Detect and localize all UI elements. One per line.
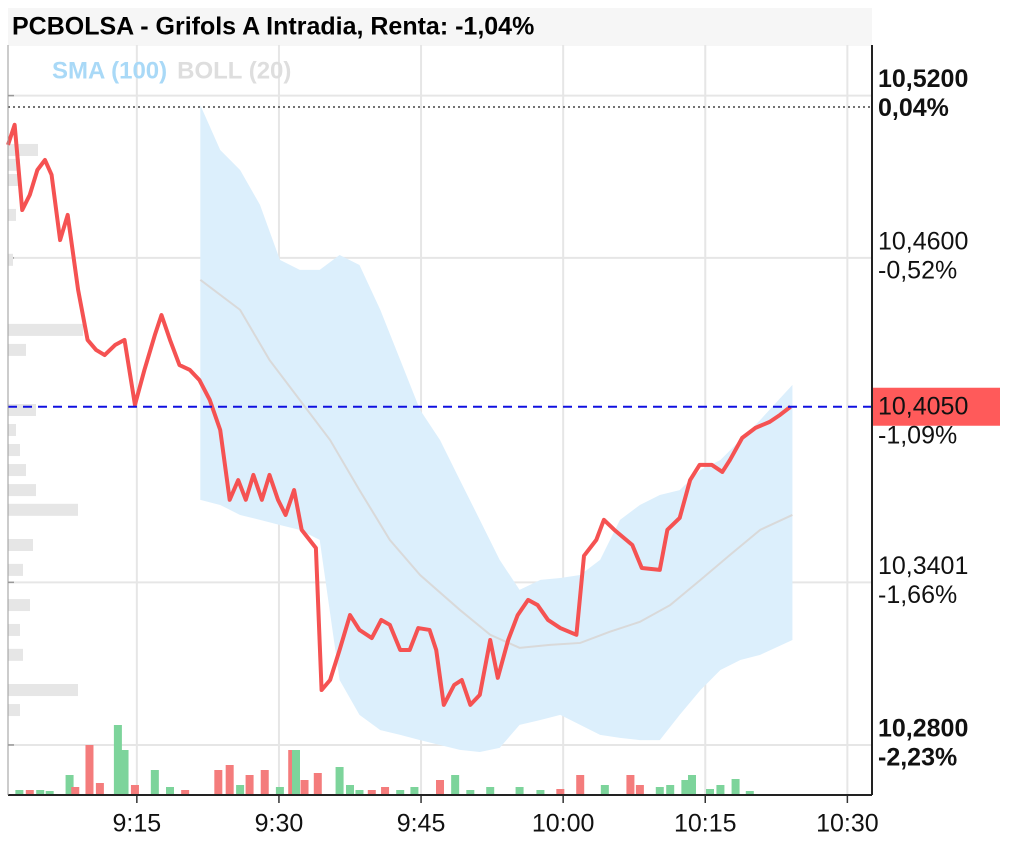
volume-profile-bar — [8, 539, 33, 551]
volume-bar — [556, 789, 565, 795]
y-tick-percent: -2,23% — [878, 744, 957, 772]
volume-bar — [666, 785, 675, 795]
volume-bar — [120, 750, 129, 795]
volume-bar — [214, 770, 223, 795]
volume-bar — [706, 789, 714, 795]
volume-bar — [225, 765, 234, 795]
volume-bar — [600, 785, 609, 795]
volume-bar — [130, 785, 139, 795]
volume-bar — [681, 780, 690, 795]
volume-bar — [150, 770, 159, 795]
volume-profile-bar — [8, 208, 16, 221]
volume-bar — [85, 745, 94, 795]
y-tick-label: 10,3401 — [878, 552, 968, 580]
volume-profile-bar — [8, 323, 83, 336]
last-price-box — [872, 387, 1000, 426]
volume-bar — [688, 775, 696, 795]
x-tick-label: 10:00 — [532, 810, 595, 838]
volume-bar — [300, 780, 309, 795]
price-line — [6, 122, 792, 707]
volume-profile-bar — [8, 684, 78, 697]
volume-bar — [275, 787, 284, 795]
volume-profile-bar — [8, 503, 78, 516]
volume-bar — [355, 790, 364, 795]
volume-profile-bar — [8, 174, 18, 187]
volume-profile-bar — [8, 599, 30, 612]
chart-title: PCBOLSA - Grifols A Intradia, Renta: -1,… — [12, 13, 534, 41]
volume-bar — [635, 785, 644, 795]
volume-bar — [576, 775, 585, 795]
volume-bar — [655, 787, 664, 795]
volume-bar — [536, 790, 545, 795]
volume-profile-bar — [8, 444, 20, 457]
volume-bar — [36, 790, 45, 795]
volume-bar — [236, 785, 245, 795]
y-tick-label: 10,5200 — [878, 65, 968, 93]
y-tick-percent: 0,04% — [878, 94, 949, 122]
x-tick-label: 9:30 — [255, 810, 304, 838]
volume-profile-bar — [8, 253, 13, 266]
volume-profile-bar — [8, 623, 20, 636]
volume-bar — [313, 773, 322, 795]
volume-bar — [515, 787, 524, 795]
volume-bar — [25, 790, 34, 795]
volume-bar — [626, 775, 635, 795]
volume-bar — [335, 767, 344, 795]
volume-bar — [95, 783, 104, 795]
x-tick-label: 10:15 — [674, 810, 737, 838]
volume-bar — [245, 775, 254, 795]
middle-line — [199, 279, 793, 649]
volume-bar — [15, 790, 24, 795]
y-tick-percent: -1,66% — [878, 581, 957, 609]
volume-profile-bar — [8, 704, 20, 717]
volume-bar — [731, 779, 740, 795]
volume-profile-bar — [8, 464, 26, 477]
volume-bar — [292, 750, 300, 795]
x-tick-label: 9:15 — [113, 810, 162, 838]
volume-profile-bar — [8, 484, 36, 497]
volume-bar — [396, 790, 405, 795]
volume-profile-bar — [8, 343, 26, 356]
volume-bar — [486, 787, 495, 795]
y-tick-label: 10,2800 — [878, 715, 968, 743]
volume-bar — [71, 787, 80, 795]
last-price-label: 10,4050 — [878, 392, 968, 420]
volume-bar — [451, 775, 460, 795]
legend-label: SMA (100) — [52, 57, 167, 84]
volume-profile-bar — [8, 424, 16, 437]
legend-label: BOLL (20) — [177, 57, 291, 84]
y-tick-percent: -0,52% — [878, 257, 957, 285]
volume-bar — [367, 790, 376, 795]
title-bar — [8, 8, 872, 46]
band-area — [200, 105, 793, 752]
volume-bar — [466, 790, 475, 795]
volume-profile-bar — [8, 563, 23, 576]
volume-bar — [113, 725, 122, 795]
volume-profile-bar — [8, 648, 23, 661]
volume-bar — [436, 780, 444, 795]
volume-bar — [410, 787, 419, 795]
volume-bar — [346, 785, 354, 795]
volume-profile-bar — [8, 143, 38, 156]
volume-bar — [45, 791, 54, 795]
x-tick-label: 9:45 — [397, 810, 446, 838]
volume-bar — [181, 790, 190, 795]
volume-bar — [745, 791, 754, 795]
y-tick-label: 10,4600 — [878, 228, 968, 256]
last-price-percent: -1,09% — [878, 421, 957, 449]
volume-bar — [260, 770, 269, 795]
x-tick-label: 10:30 — [816, 810, 879, 838]
volume-bar — [381, 787, 390, 795]
volume-bar — [65, 775, 74, 795]
volume-bar — [716, 785, 725, 795]
volume-bar — [166, 787, 174, 795]
